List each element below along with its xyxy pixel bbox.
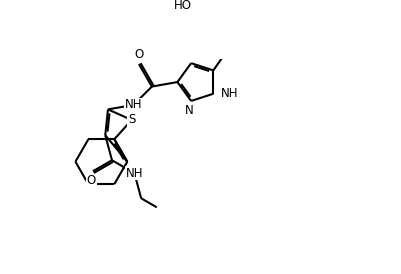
Text: O: O <box>87 175 96 187</box>
Text: N: N <box>185 104 193 117</box>
Text: NH: NH <box>221 87 238 100</box>
Text: NH: NH <box>124 98 142 112</box>
Text: S: S <box>128 113 135 127</box>
Text: HO: HO <box>173 0 191 12</box>
Text: NH: NH <box>126 167 143 180</box>
Text: O: O <box>134 48 143 61</box>
